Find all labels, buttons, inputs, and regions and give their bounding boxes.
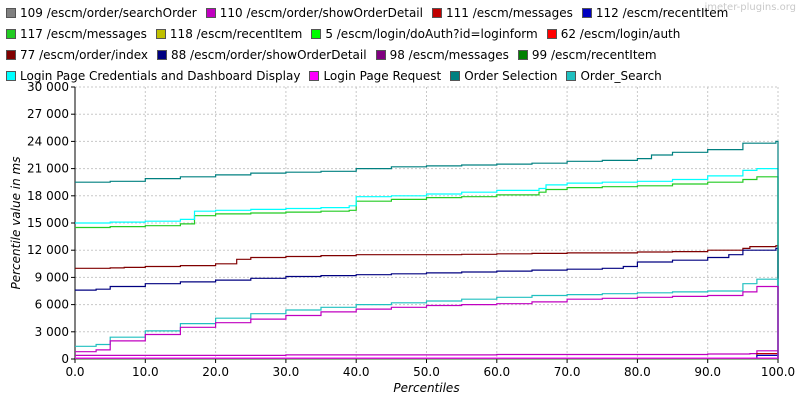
legend-item: 62 /escm/login/auth — [546, 25, 681, 43]
legend-label: Order Selection — [464, 69, 558, 83]
legend-label: 88 /escm/order/showOrderDetail — [170, 48, 367, 62]
legend-swatch — [546, 29, 557, 39]
legend-label: 109 /escm/order/searchOrder — [20, 6, 197, 20]
x-tick-label: 60.0 — [483, 365, 510, 379]
legend-swatch — [6, 71, 16, 81]
y-axis-title: Percentile value in ms — [9, 157, 23, 290]
x-tick-label: 0.0 — [65, 365, 84, 379]
y-tick-label: 12 000 — [27, 243, 69, 257]
legend-label: 5 /escm/login/doAuth?id=loginform — [325, 27, 538, 41]
legend-item: 77 /escm/order/index — [6, 46, 148, 64]
series-line — [75, 285, 779, 359]
legend-label: 112 /escm/recentItem — [595, 6, 729, 20]
legend-item: 110 /escm/order/showOrderDetail — [205, 4, 423, 22]
x-tick-label: 30.0 — [273, 365, 300, 379]
series-line — [75, 140, 779, 359]
legend-label: 111 /escm/messages — [445, 6, 573, 20]
legend-item: 109 /escm/order/searchOrder — [6, 4, 197, 22]
legend-label: 110 /escm/order/showOrderDetail — [219, 6, 423, 20]
legend-item: 117 /escm/messages — [6, 25, 147, 43]
x-tick-label: 40.0 — [343, 365, 370, 379]
legend-swatch — [375, 50, 386, 60]
y-tick-label: 24 000 — [27, 134, 69, 148]
x-tick-label: 70.0 — [554, 365, 581, 379]
legend-swatch — [431, 8, 442, 18]
legend-item: 111 /escm/messages — [431, 4, 573, 22]
legend-item: Order_Search — [566, 67, 662, 85]
legend-swatch — [566, 71, 577, 81]
y-tick-label: 3 000 — [35, 325, 69, 339]
legend-swatch — [450, 71, 461, 81]
legend-swatch — [581, 8, 592, 18]
legend-item: Order Selection — [450, 67, 557, 85]
y-tick-label: 6 000 — [35, 298, 69, 312]
series-line — [75, 245, 779, 359]
legend-swatch — [517, 50, 528, 60]
legend-item: 98 /escm/messages — [375, 46, 509, 64]
series-line — [75, 168, 779, 359]
legend-item: 118 /escm/recentItem — [155, 25, 303, 43]
legend: 109 /escm/order/searchOrder 110 /escm/ord… — [6, 4, 776, 85]
y-tick-label: 27 000 — [27, 107, 69, 121]
series-line — [75, 176, 779, 359]
x-tick-label: 20.0 — [202, 365, 229, 379]
legend-item: 88 /escm/order/showOrderDetail — [156, 46, 367, 64]
x-tick-label: 100.0 — [761, 365, 795, 379]
x-tick-label: 50.0 — [413, 365, 440, 379]
x-axis-title: Percentiles — [393, 381, 459, 395]
watermark: jmeter-plugins.org — [704, 2, 796, 13]
legend-swatch — [156, 50, 167, 60]
legend-label: Login Page Request — [323, 69, 442, 83]
legend-item: Login Page Request — [309, 67, 441, 85]
legend-swatch — [205, 8, 216, 18]
legend-swatch — [155, 29, 166, 39]
x-tick-label: 90.0 — [694, 365, 721, 379]
y-tick-label: 0 — [61, 352, 69, 366]
legend-label: 99 /escm/recentItem — [531, 48, 657, 62]
legend-label: 118 /escm/recentItem — [169, 27, 303, 41]
legend-item: Login Page Credentials and Dashboard Dis… — [6, 67, 300, 85]
legend-swatch — [311, 29, 322, 39]
x-tick-label: 80.0 — [624, 365, 651, 379]
legend-label: Order_Search — [580, 69, 662, 83]
legend-label: 62 /escm/login/auth — [560, 27, 681, 41]
legend-swatch — [309, 71, 320, 81]
legend-swatch — [6, 29, 16, 39]
y-tick-label: 18 000 — [27, 189, 69, 203]
legend-swatch — [6, 8, 16, 18]
y-tick-label: 30 000 — [27, 80, 69, 94]
legend-label: 117 /escm/messages — [20, 27, 147, 41]
y-tick-label: 9 000 — [35, 270, 69, 284]
legend-label: 77 /escm/order/index — [20, 48, 148, 62]
x-tick-label: 10.0 — [132, 365, 159, 379]
legend-label: Login Page Credentials and Dashboard Dis… — [20, 69, 301, 83]
y-tick-label: 15 000 — [27, 216, 69, 230]
y-tick-label: 21 000 — [27, 162, 69, 176]
series-line — [75, 247, 779, 359]
legend-item: 5 /escm/login/doAuth?id=loginform — [311, 25, 538, 43]
series-line — [75, 357, 779, 359]
legend-swatch — [6, 50, 16, 60]
legend-label: 98 /escm/messages — [389, 48, 509, 62]
legend-item: 99 /escm/recentItem — [517, 46, 657, 64]
legend-item: 112 /escm/recentItem — [581, 4, 729, 22]
